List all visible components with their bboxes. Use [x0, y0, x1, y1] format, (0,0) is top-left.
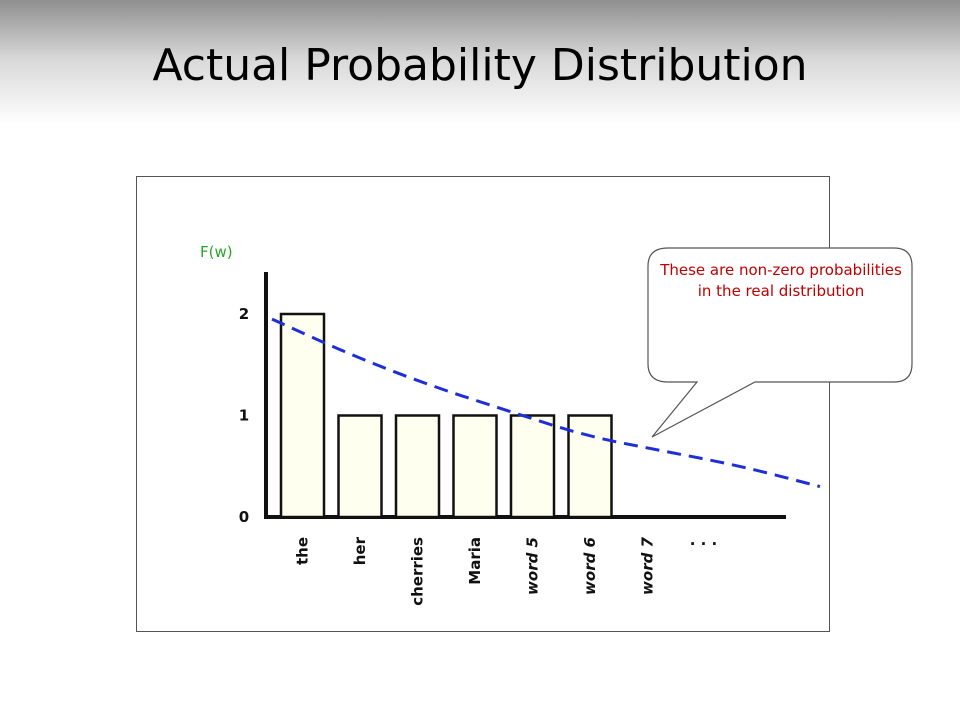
- dashed-distribution-curve: [271, 317, 821, 489]
- category-label: cherries: [409, 537, 427, 606]
- y-tick-label: 2: [239, 305, 249, 323]
- ellipsis-label: . . .: [690, 531, 718, 549]
- bar: [279, 312, 326, 519]
- bar: [567, 414, 613, 519]
- bar: [394, 414, 441, 519]
- bar: [337, 414, 383, 519]
- callout-text: These are non-zero probabilities in the …: [660, 261, 902, 300]
- y-tick-label: 1: [239, 407, 249, 425]
- bar: [509, 414, 556, 519]
- category-label: Maria: [466, 537, 484, 585]
- slide-title: Actual Probability Distribution: [152, 40, 808, 91]
- y-axis-label: F(w): [200, 243, 233, 261]
- category-label: the: [294, 537, 312, 565]
- category-label: word 6: [581, 537, 599, 595]
- category-label: word 5: [524, 537, 542, 595]
- bar: [452, 414, 498, 519]
- y-tick-label: 0: [239, 508, 249, 526]
- category-label: her: [351, 536, 369, 565]
- category-label: word 7: [639, 536, 657, 595]
